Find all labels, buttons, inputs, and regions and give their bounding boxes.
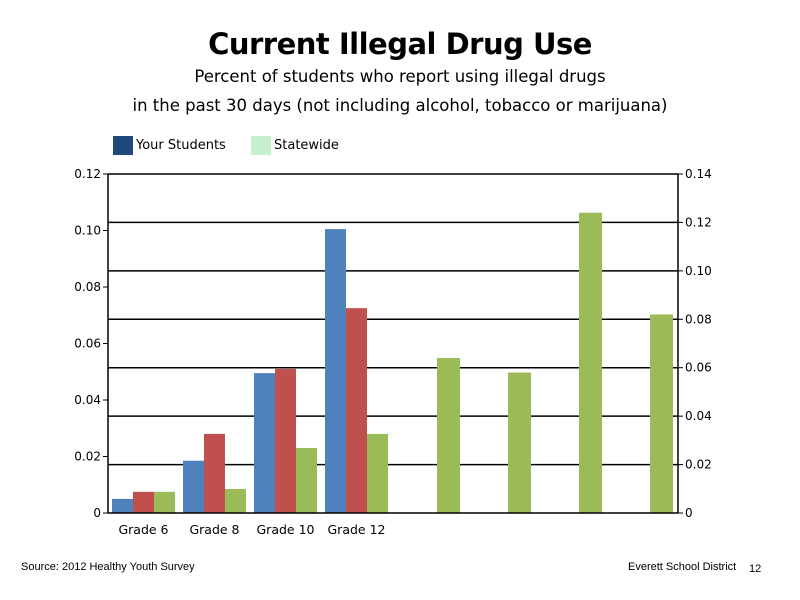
y-tick-label-left: 0.10 xyxy=(74,224,101,238)
page-number: 12 xyxy=(749,563,762,575)
bar xyxy=(154,491,175,513)
bar xyxy=(296,448,317,513)
y-tick-label-left: 0.02 xyxy=(74,450,101,464)
x-tick-label: Grade 8 xyxy=(189,522,239,537)
source-note: Source: 2012 Healthy Youth Survey xyxy=(21,561,195,573)
bar xyxy=(367,433,388,513)
chart-subtitle-line2: in the past 30 days (not including alcoh… xyxy=(132,96,668,115)
bar xyxy=(112,498,133,513)
y-tick-label-left: 0.06 xyxy=(74,337,101,351)
chart-title: Current Illegal Drug Use xyxy=(208,27,592,61)
bar xyxy=(437,358,460,513)
y-tick-label-right: 0.14 xyxy=(685,167,712,181)
bar xyxy=(254,373,275,513)
bar xyxy=(508,372,531,513)
legend-label-statewide: Statewide xyxy=(274,138,339,153)
bar xyxy=(650,314,673,513)
bar xyxy=(225,488,246,513)
y-tick-label-right: 0.06 xyxy=(685,361,712,375)
bar xyxy=(325,229,346,513)
organization-name: Everett School District xyxy=(628,561,737,573)
bar xyxy=(133,491,154,513)
y-tick-label-left: 0.04 xyxy=(74,393,101,407)
bar xyxy=(275,368,296,513)
y-tick-label-left: 0.12 xyxy=(74,167,101,181)
bar xyxy=(346,308,367,513)
legend-swatch-your-students xyxy=(113,136,133,155)
x-tick-label: Grade 6 xyxy=(118,522,168,537)
y-tick-label-left: 0 xyxy=(93,506,101,520)
y-tick-label-left: 0.08 xyxy=(74,280,101,294)
y-tick-label-right: 0.02 xyxy=(685,458,712,472)
legend-swatch-statewide xyxy=(251,136,271,155)
y-tick-label-right: 0.12 xyxy=(685,215,712,229)
legend-label-your-students: Your Students xyxy=(136,138,226,153)
chart-subtitle-line1: Percent of students who report using ill… xyxy=(194,67,606,86)
x-tick-label: Grade 10 xyxy=(257,522,315,537)
y-tick-label-right: 0.04 xyxy=(685,409,712,423)
x-tick-label: Grade 12 xyxy=(328,522,386,537)
y-tick-label-right: 0.10 xyxy=(685,264,712,278)
bar xyxy=(183,460,204,513)
bar xyxy=(579,212,602,513)
y-tick-label-right: 0.08 xyxy=(685,312,712,326)
bar xyxy=(204,433,225,513)
y-tick-label-right: 0 xyxy=(685,506,693,520)
